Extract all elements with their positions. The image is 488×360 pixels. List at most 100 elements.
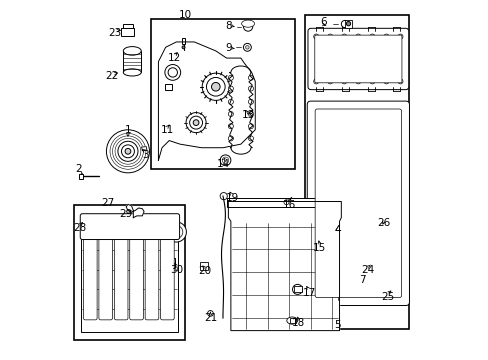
Circle shape — [110, 134, 145, 169]
Circle shape — [168, 68, 177, 77]
Text: 3: 3 — [142, 150, 149, 160]
Circle shape — [369, 79, 374, 84]
Ellipse shape — [316, 48, 329, 70]
Polygon shape — [228, 202, 341, 330]
Ellipse shape — [386, 290, 392, 294]
Text: 9: 9 — [224, 43, 231, 53]
Text: 2: 2 — [75, 164, 82, 174]
Circle shape — [248, 112, 253, 117]
Circle shape — [383, 34, 388, 39]
Ellipse shape — [123, 46, 141, 55]
FancyBboxPatch shape — [145, 230, 159, 320]
Circle shape — [375, 223, 380, 229]
Text: 27: 27 — [102, 198, 115, 208]
Circle shape — [207, 311, 213, 316]
Circle shape — [341, 34, 346, 39]
Circle shape — [248, 124, 253, 129]
Text: 18: 18 — [291, 319, 305, 328]
Bar — [164, 84, 171, 90]
Ellipse shape — [317, 178, 338, 228]
Bar — [74, 205, 185, 339]
Ellipse shape — [377, 178, 399, 228]
FancyBboxPatch shape — [114, 230, 128, 320]
Circle shape — [182, 46, 184, 49]
Polygon shape — [126, 204, 144, 218]
Circle shape — [185, 113, 206, 133]
Circle shape — [228, 136, 233, 141]
Bar — [366, 211, 371, 237]
Ellipse shape — [357, 178, 378, 228]
Text: 20: 20 — [198, 266, 211, 276]
Text: 21: 21 — [203, 313, 217, 323]
Bar — [182, 38, 185, 44]
FancyBboxPatch shape — [306, 101, 408, 306]
Ellipse shape — [351, 48, 364, 70]
Text: 12: 12 — [167, 53, 181, 63]
Circle shape — [346, 22, 350, 26]
Circle shape — [118, 141, 138, 161]
Circle shape — [341, 21, 348, 28]
Circle shape — [243, 43, 251, 51]
Circle shape — [228, 112, 233, 117]
Bar — [200, 262, 207, 270]
Circle shape — [228, 124, 233, 129]
Text: 6: 6 — [320, 17, 326, 27]
Circle shape — [355, 79, 360, 84]
Text: 19: 19 — [225, 193, 238, 203]
Text: 8: 8 — [224, 21, 231, 31]
Bar — [151, 19, 294, 169]
Circle shape — [112, 136, 143, 167]
Circle shape — [313, 79, 318, 84]
Circle shape — [169, 226, 183, 238]
FancyBboxPatch shape — [99, 230, 112, 320]
Circle shape — [369, 34, 374, 39]
Circle shape — [355, 34, 360, 39]
Text: 22: 22 — [105, 71, 118, 81]
Text: 28: 28 — [73, 224, 86, 233]
Circle shape — [164, 64, 180, 80]
Circle shape — [228, 86, 233, 91]
Ellipse shape — [241, 20, 254, 27]
Circle shape — [248, 75, 253, 80]
Circle shape — [327, 34, 332, 39]
FancyBboxPatch shape — [83, 230, 97, 320]
Ellipse shape — [368, 48, 382, 70]
Bar — [123, 24, 132, 28]
Circle shape — [248, 136, 253, 141]
Circle shape — [327, 79, 332, 84]
Ellipse shape — [363, 208, 373, 213]
Circle shape — [313, 34, 318, 39]
FancyBboxPatch shape — [314, 109, 401, 298]
Circle shape — [189, 116, 202, 129]
Circle shape — [341, 79, 346, 84]
Circle shape — [193, 120, 199, 126]
Ellipse shape — [386, 48, 399, 70]
Ellipse shape — [365, 249, 375, 255]
FancyBboxPatch shape — [80, 214, 179, 239]
Bar — [305, 15, 408, 329]
Circle shape — [397, 34, 402, 39]
Bar — [166, 258, 175, 267]
Circle shape — [206, 77, 224, 96]
Circle shape — [284, 200, 288, 205]
Circle shape — [292, 284, 302, 294]
Bar — [293, 286, 301, 292]
Bar — [226, 198, 343, 207]
Circle shape — [243, 22, 252, 31]
FancyBboxPatch shape — [160, 230, 174, 320]
Circle shape — [383, 79, 388, 84]
Text: 15: 15 — [312, 243, 326, 253]
Circle shape — [397, 79, 402, 84]
Text: 1: 1 — [124, 125, 131, 135]
Circle shape — [202, 73, 229, 100]
Circle shape — [228, 75, 233, 80]
Circle shape — [248, 99, 253, 104]
Bar — [79, 174, 83, 179]
Text: 4: 4 — [334, 225, 340, 235]
Text: 14: 14 — [216, 159, 229, 169]
Circle shape — [121, 145, 134, 158]
Polygon shape — [158, 42, 255, 160]
Circle shape — [220, 155, 230, 166]
Circle shape — [228, 99, 233, 104]
Ellipse shape — [334, 48, 346, 70]
